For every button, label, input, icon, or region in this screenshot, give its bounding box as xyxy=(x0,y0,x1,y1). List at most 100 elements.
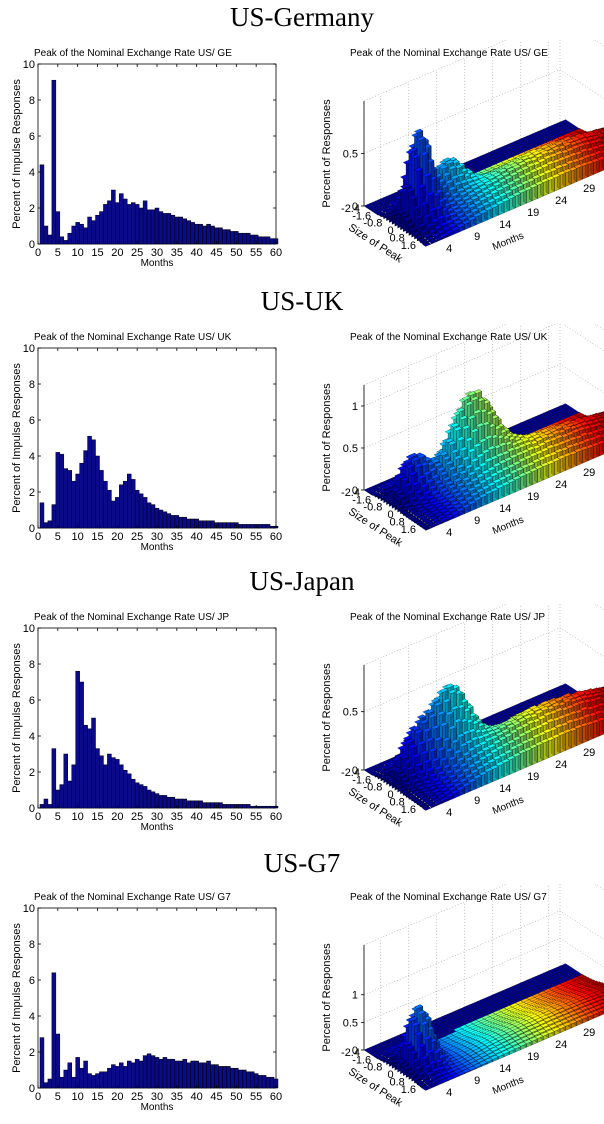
histogram-bar xyxy=(43,225,49,245)
bar3d-top xyxy=(472,212,482,218)
histogram-bar xyxy=(222,522,227,529)
month-tick-label: 14 xyxy=(499,219,511,231)
z-tick-label: 0 xyxy=(352,201,358,213)
histogram-bar xyxy=(103,204,108,245)
bar3d-top xyxy=(464,212,474,217)
z-tick-label: 0 xyxy=(352,765,358,777)
bar3d-top xyxy=(528,467,538,473)
bar3d-top xyxy=(458,215,468,221)
bar3d-top xyxy=(545,444,555,449)
histogram-bar xyxy=(142,497,148,529)
histogram-bar xyxy=(75,222,80,245)
bar3d-top xyxy=(542,169,552,175)
bar3d-top xyxy=(461,207,471,213)
bar3d-top xyxy=(442,171,452,177)
histogram-bar xyxy=(182,798,188,809)
histogram-bar xyxy=(166,513,172,529)
histogram-bar xyxy=(226,804,231,809)
bar3d-top xyxy=(416,506,426,512)
z-axis-label: Percent of Responses xyxy=(321,383,333,492)
bar3d-top xyxy=(414,128,424,134)
bar3d-top xyxy=(456,482,466,487)
histogram-bar xyxy=(158,509,164,529)
bar3d-top xyxy=(520,180,530,185)
bar3d-top xyxy=(453,219,463,225)
histogram-bar xyxy=(115,497,120,529)
bar3d-top xyxy=(506,194,516,200)
histogram-bar xyxy=(210,802,215,809)
bar3d-top xyxy=(503,473,513,478)
bar3d-top xyxy=(517,472,527,478)
histogram-bar xyxy=(59,236,65,245)
peak-tick-label: 1.6 xyxy=(401,524,416,536)
histogram-bar xyxy=(134,782,140,809)
bar3d-top xyxy=(447,496,457,502)
histogram-bar xyxy=(111,500,116,529)
bar3d-top xyxy=(458,446,468,452)
histogram-bar xyxy=(198,800,203,809)
bar3d-top xyxy=(537,158,547,163)
histogram-bar xyxy=(91,717,96,809)
x-tick-label: 60 xyxy=(270,811,282,823)
bar3d-top xyxy=(444,493,454,499)
bar3d-top xyxy=(512,460,522,466)
histogram-bar xyxy=(87,728,92,809)
bar3d-top xyxy=(402,512,412,517)
histogram-bar xyxy=(130,479,136,529)
bar3d-top xyxy=(419,499,429,505)
x-tick-label: 5 xyxy=(55,247,61,259)
bar3d-top xyxy=(540,144,550,150)
histogram-bar xyxy=(39,164,45,245)
bar3d-top xyxy=(478,209,488,214)
x-tick-label: 50 xyxy=(230,247,242,259)
y-tick-label: 0 xyxy=(29,523,35,535)
histogram-bar xyxy=(257,236,263,245)
bar3d-top xyxy=(408,195,418,200)
bar3d-top xyxy=(470,195,480,201)
bar3d-top xyxy=(430,509,440,515)
bar3d-top xyxy=(478,438,488,443)
month-tick-label: 9 xyxy=(474,515,480,527)
bar3d-top xyxy=(458,191,468,196)
bar3d-top xyxy=(506,167,516,172)
histogram-bar xyxy=(186,518,191,529)
bar3d-top xyxy=(408,496,418,501)
bar3d-top xyxy=(484,206,494,211)
bar3d-top xyxy=(408,226,418,232)
bar3d-chart-japan: Peak of the Nominal Exchange Rate US/ JP… xyxy=(321,604,604,830)
bar3d-top xyxy=(542,154,552,160)
x-tick-label: 45 xyxy=(210,247,222,259)
bar3d-top xyxy=(512,164,522,169)
bar3d-top xyxy=(540,428,550,433)
bar3d-top xyxy=(486,466,496,472)
chart-title: Peak of the Nominal Exchange Rate US/ GE xyxy=(34,48,232,59)
bar3d-top xyxy=(517,161,527,166)
bar3d-top xyxy=(433,479,443,485)
bar3d-top xyxy=(498,168,508,173)
histogram-bar xyxy=(59,453,65,529)
y-tick-label: 8 xyxy=(29,95,35,107)
bar3d-top xyxy=(523,171,533,176)
histogram-bar xyxy=(134,204,140,245)
histogram-bar xyxy=(182,218,188,245)
bar3d-top xyxy=(461,491,471,496)
section-title-japan: US-Japan xyxy=(249,566,355,596)
bar3d-top xyxy=(391,487,401,492)
bar3d-top xyxy=(489,472,499,477)
y-tick-label: 8 xyxy=(29,659,35,671)
bar3d-top xyxy=(436,495,446,501)
bar3d-top xyxy=(458,486,468,492)
histogram-bar xyxy=(242,524,247,529)
bar3d-top xyxy=(436,466,446,472)
bar3d-top xyxy=(425,513,435,518)
bar3d-top xyxy=(450,448,460,454)
histogram-bar xyxy=(55,452,61,529)
bar3d-top xyxy=(447,223,457,228)
histogram-bar xyxy=(265,236,271,245)
peak-tick-label: 1.6 xyxy=(401,240,416,252)
y-tick-label: 10 xyxy=(23,623,35,635)
bar3d-top xyxy=(495,452,505,458)
bar3d-top xyxy=(467,448,477,453)
bar3d-top xyxy=(411,481,421,486)
x-axis-label: Months xyxy=(141,822,174,833)
